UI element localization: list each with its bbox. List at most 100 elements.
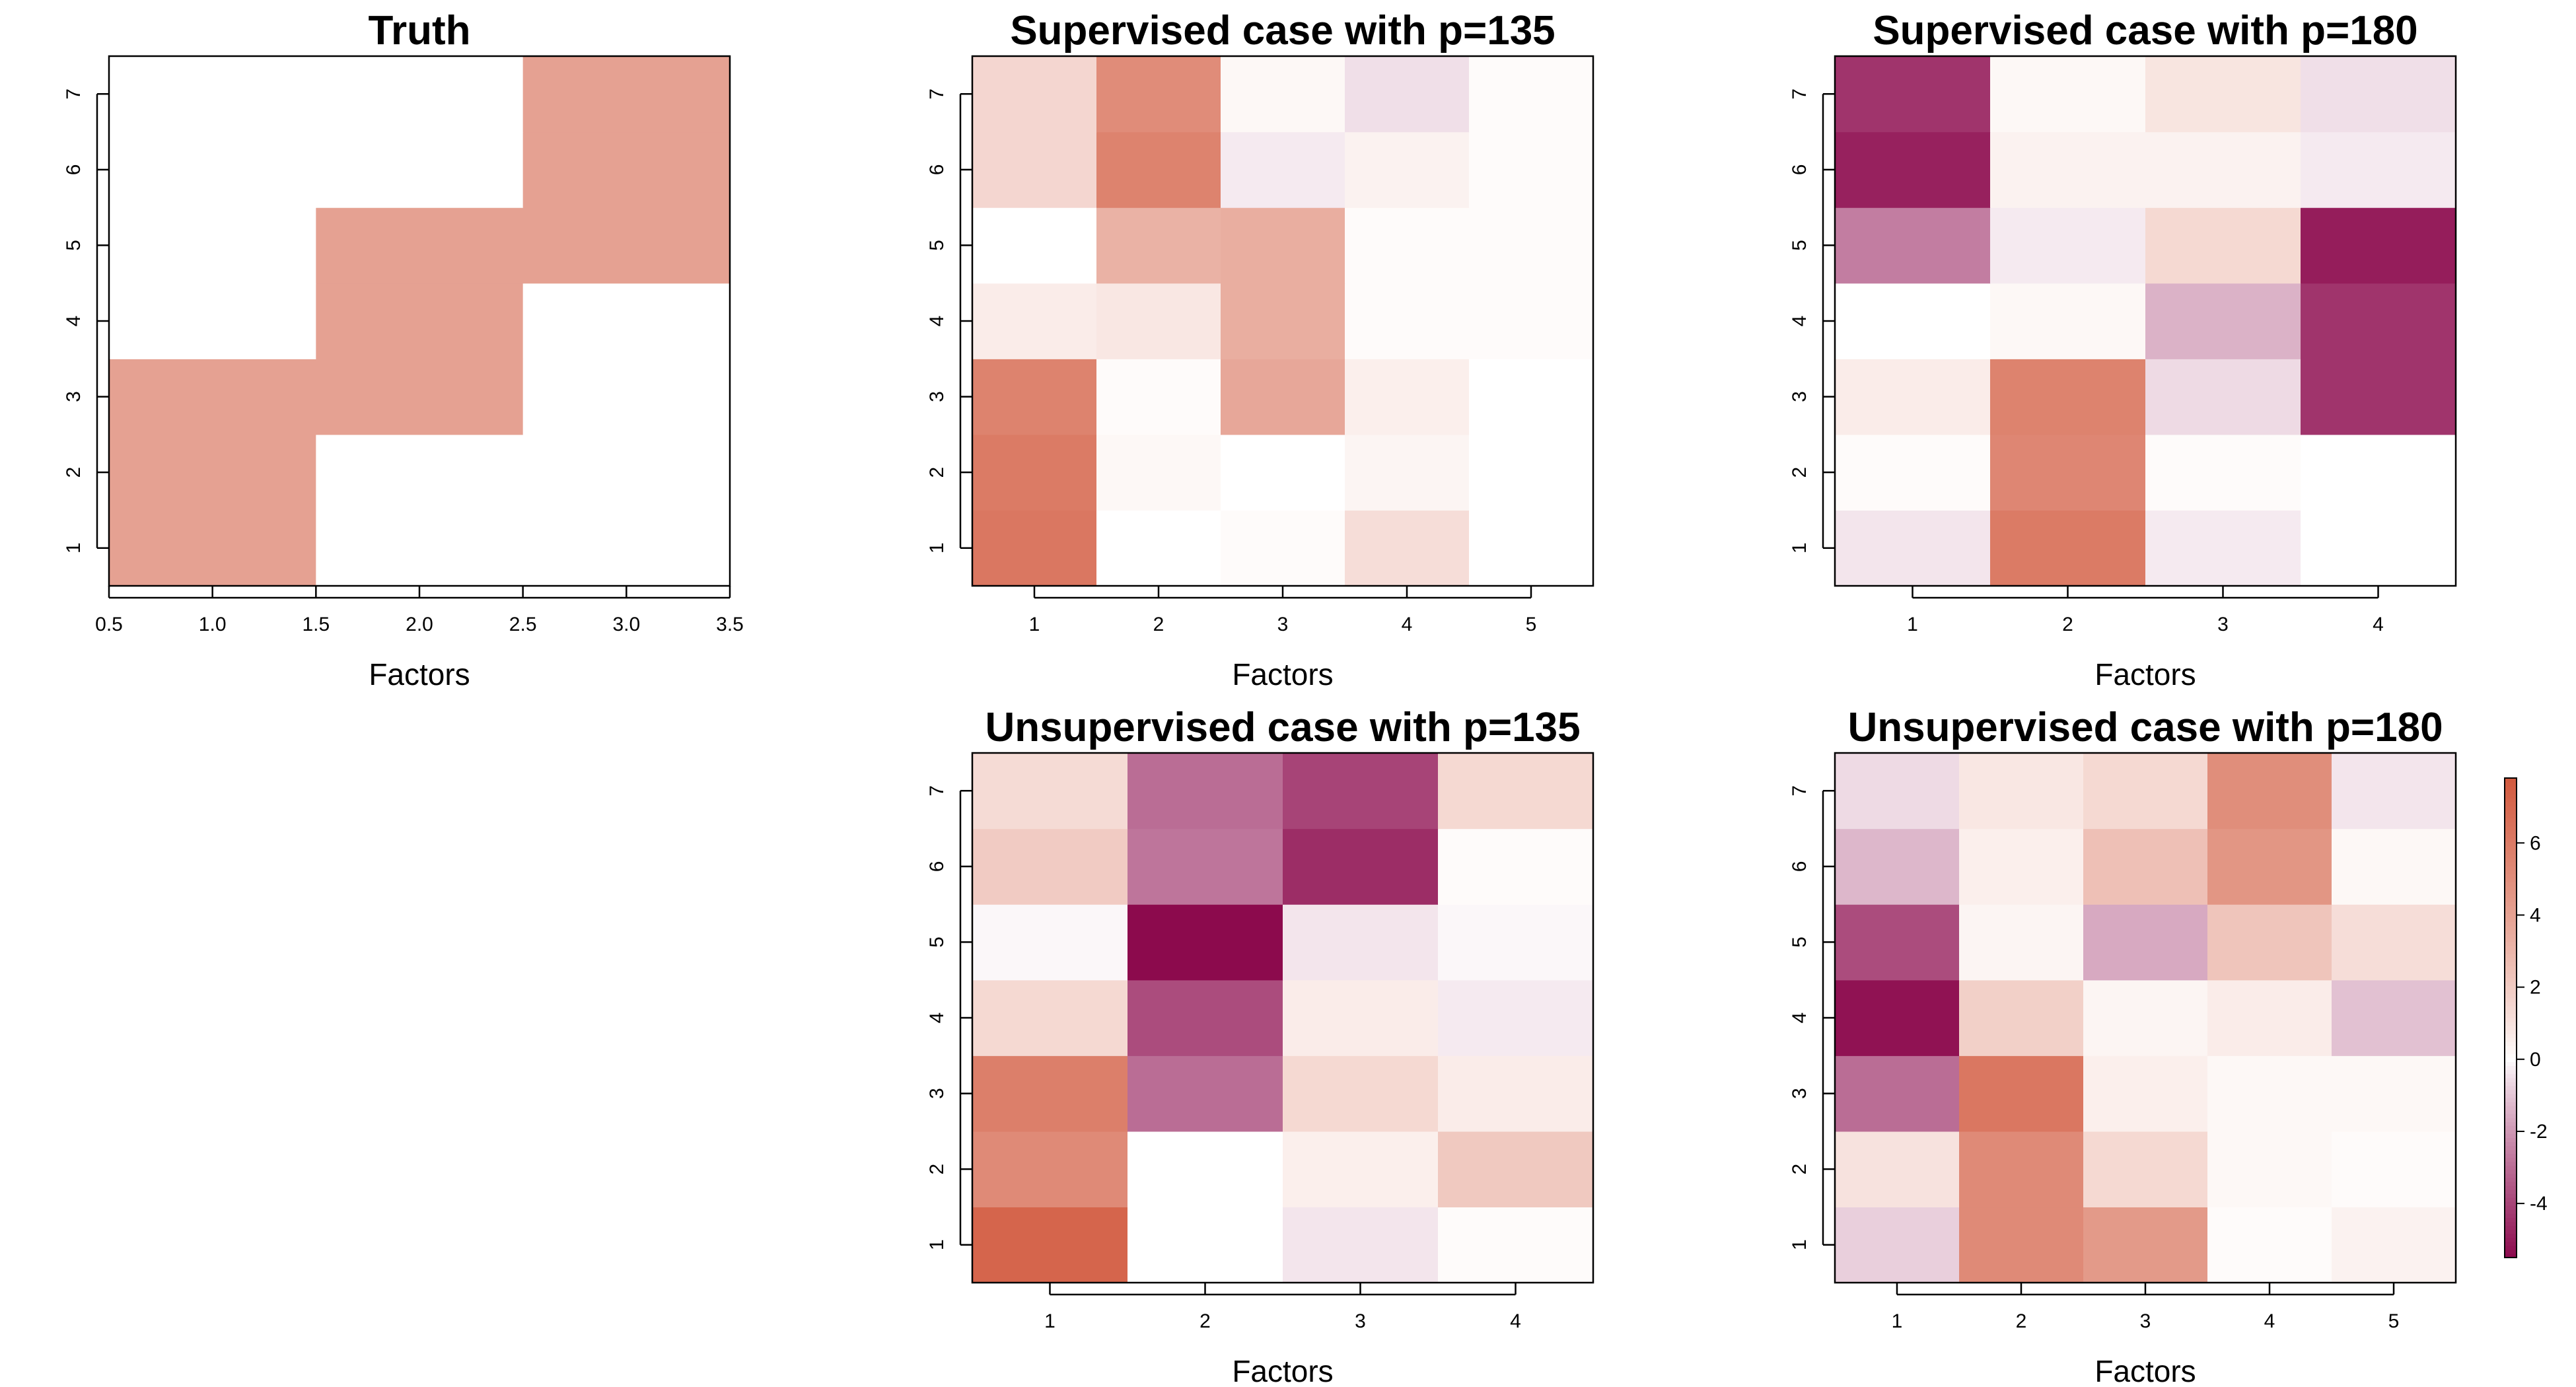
x-tick-label: 2: [1153, 614, 1164, 635]
y-tick-label: 1: [1789, 542, 1810, 553]
legend-gradient-step: [2505, 1061, 2517, 1067]
legend-gradient-step: [2505, 1201, 2517, 1206]
heatmap-cell: [972, 1207, 1128, 1283]
heatmap-cell: [316, 434, 524, 511]
legend-gradient-step: [2505, 1018, 2517, 1022]
legend-gradient-step: [2505, 814, 2517, 818]
heatmap-cell: [1221, 207, 1345, 284]
heatmap-cell: [1438, 904, 1594, 981]
legend-gradient-step: [2505, 1005, 2517, 1011]
heatmap-cell: [522, 510, 731, 587]
legend-gradient-step: [2505, 962, 2517, 966]
heatmap-cell: [2083, 753, 2208, 830]
legend-gradient-step: [2505, 974, 2517, 978]
legend-gradient-step: [2505, 1245, 2517, 1250]
x-tick-label: 1: [1892, 1310, 1903, 1332]
heatmap-cell: [2207, 1131, 2332, 1208]
legend-gradient-step: [2505, 1173, 2517, 1178]
legend-gradient-step: [2505, 989, 2517, 995]
legend-gradient-step: [2505, 938, 2517, 942]
y-tick-label: 4: [1789, 316, 1810, 327]
heatmap-cell: [1990, 510, 2146, 587]
heatmap-cell: [1438, 1207, 1594, 1283]
heatmap-cell: [972, 283, 1097, 359]
heatmap-cell: [1221, 56, 1345, 133]
heatmap-cell: [2145, 283, 2301, 359]
legend-gradient-step: [2505, 794, 2517, 799]
heatmap-cell: [2083, 979, 2208, 1056]
y-tick-label: 7: [926, 785, 948, 797]
legend-gradient-step: [2505, 1001, 2517, 1007]
heatmap-cell: [2207, 828, 2332, 905]
legend-gradient-step: [2505, 942, 2517, 946]
legend-gradient-step: [2505, 798, 2517, 802]
legend-gradient-step: [2505, 929, 2517, 935]
legend-tick-label: -4: [2530, 1193, 2548, 1215]
legend-gradient-step: [2505, 1046, 2517, 1050]
heatmap-cell: [1221, 510, 1345, 587]
legend-gradient-step: [2505, 1133, 2517, 1138]
y-tick-label: 7: [63, 89, 85, 100]
heatmap-cell: [2207, 904, 2332, 981]
heatmap-cell: [109, 56, 316, 133]
legend-gradient-step: [2505, 1049, 2517, 1054]
heatmap-cell: [1221, 131, 1345, 208]
legend-tick-label: 2: [2530, 977, 2541, 999]
legend-gradient-step: [2505, 1065, 2517, 1071]
legend-gradient-step: [2505, 909, 2517, 915]
heatmap-cell: [316, 207, 524, 284]
legend-gradient-step: [2505, 1149, 2517, 1155]
legend-gradient-step: [2505, 1022, 2517, 1026]
y-tick-label: 3: [926, 1088, 948, 1099]
heatmap-cell: [1835, 510, 1991, 587]
y-tick-label: 6: [1789, 861, 1810, 872]
heatmap-cell: [2207, 979, 2332, 1056]
heatmap-cell: [2332, 1131, 2456, 1208]
legend-gradient-step: [2505, 786, 2517, 791]
heatmap-cell: [1959, 1055, 2084, 1132]
x-tick-label: 2: [1199, 1310, 1211, 1332]
legend-gradient-step: [2505, 1221, 2517, 1227]
heatmap-cell: [1345, 131, 1470, 208]
heatmap-cell: [972, 510, 1097, 587]
heatmap-cell: [972, 207, 1097, 284]
legend-gradient-step: [2505, 1118, 2517, 1122]
legend-gradient-step: [2505, 997, 2517, 1003]
heatmap-cell: [1835, 131, 1991, 208]
heatmap-cell: [2301, 510, 2456, 587]
heatmap-cell: [2207, 1055, 2332, 1132]
heatmap-cell: [1959, 1207, 2084, 1283]
heatmap-cell: [1127, 1131, 1283, 1208]
chart-title: Supervised case with p=135: [1010, 8, 1555, 53]
heatmap-cell: [1990, 359, 2146, 435]
y-tick-label: 4: [1789, 1013, 1810, 1024]
x-tick-label: 5: [1526, 614, 1537, 635]
legend-gradient-step: [2505, 1030, 2517, 1034]
heatmap-cell: [2083, 1131, 2208, 1208]
x-tick-label: 4: [2373, 614, 2384, 635]
heatmap-cell: [972, 359, 1097, 435]
legend-gradient-step: [2505, 810, 2517, 814]
heatmap-cell: [522, 131, 731, 208]
legend-gradient-step: [2505, 830, 2517, 835]
x-tick-label: 1: [1029, 614, 1040, 635]
heatmap-cell: [2301, 283, 2456, 359]
y-tick-label: 2: [1789, 467, 1810, 478]
y-tick-label: 5: [1789, 240, 1810, 251]
heatmap-cell: [1835, 56, 1991, 133]
legend-gradient-step: [2505, 834, 2517, 839]
heatmap-cell: [522, 56, 731, 133]
legend-gradient-step: [2505, 806, 2517, 810]
heatmap-cell: [1959, 979, 2084, 1056]
legend-gradient-step: [2505, 822, 2517, 827]
heatmap-cell: [522, 283, 731, 359]
heatmap-cell: [972, 828, 1128, 905]
legend-gradient-step: [2505, 1114, 2517, 1118]
legend-frame: [2504, 777, 2517, 1258]
heatmap-cell: [1096, 131, 1221, 208]
heatmap-cell: [2207, 1207, 2332, 1283]
heatmap-cell: [109, 359, 316, 435]
heatmap-cell: [1990, 207, 2146, 284]
legend-gradient-step: [2505, 906, 2517, 911]
